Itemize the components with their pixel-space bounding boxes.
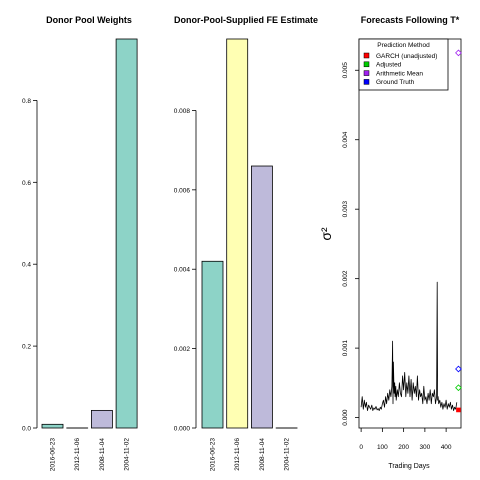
forecasts-y-tick-label: 0.003 (342, 201, 349, 218)
legend-label: Arithmetic Mean (376, 70, 423, 77)
fe-estimate-bar (226, 38, 249, 429)
fe-estimate-chart: 0.000 0.002 0.004 0.006 0.008 2016-06-23 2012-… (174, 38, 298, 472)
legend-box (358, 38, 449, 91)
forecasts-y-tick-label: 0.002 (342, 270, 349, 287)
weights-y-tick-label: 0.8 (22, 98, 31, 105)
forecasts-y-axis-label: σ² (318, 227, 334, 241)
fe-estimate-category-label: 2016-06-23 (210, 438, 217, 472)
weights-y-tick-label: 0.4 (22, 262, 31, 269)
fe-estimate-y-tick-label: 0.008 (174, 108, 191, 115)
fe-estimate-y-tick-label: 0.002 (174, 346, 191, 353)
forecasts-y-tick-label: 0.000 (342, 409, 349, 426)
forecast-point-adjusted (455, 384, 462, 392)
fe-estimate-category-label: 2012-11-06 (234, 438, 241, 471)
weights-category-label: 2012-11-06 (74, 438, 81, 471)
forecasts-x-tick-label: 0 (359, 444, 363, 451)
forecasts-plot-frame (358, 38, 462, 429)
legend-label: Ground Truth (376, 79, 415, 86)
legend-label: Adjusted (376, 62, 402, 69)
weights-bar (115, 38, 138, 429)
fe-estimate-bar (250, 165, 273, 429)
forecasts-x-axis-label: Trading Days (388, 463, 430, 470)
fe-estimate-y-tick-label: 0.006 (174, 187, 191, 194)
weights-bar (91, 409, 113, 429)
weights-category-label: 2016-06-23 (50, 438, 57, 472)
panel2-title: Donor-Pool-Supplied FE Estimate (174, 15, 318, 25)
fe-estimate-category-label: 2004-11-02 (284, 438, 291, 471)
forecasts-y-tick-label: 0.001 (342, 340, 349, 357)
fe-estimate-category-label: 2008-11-04 (259, 438, 266, 471)
forecasts-y-tick-label: 0.005 (342, 62, 349, 79)
weights-y-tick-label: 0.2 (22, 344, 31, 351)
forecast-point-garch-unadjusted (456, 407, 461, 413)
weights-y-tick-label: 0.6 (22, 180, 31, 187)
ground-truth-series-line (360, 281, 458, 412)
weights-category-label: 2004-11-02 (124, 438, 131, 471)
forecasts-chart: 0.000 0.001 0.002 0.003 0.004 0.005 0 100 200 300… (318, 38, 462, 470)
weights-bar (41, 423, 64, 429)
forecasts-y-tick-label: 0.004 (342, 131, 349, 148)
legend-swatch (363, 79, 370, 85)
legend-swatch (363, 52, 370, 59)
legend-title: Prediction Method (377, 42, 430, 49)
weights-category-label: 2008-11-04 (99, 438, 106, 471)
panel1-title: Donor Pool Weights (46, 15, 132, 25)
forecasts-x-tick-label: 200 (398, 444, 409, 451)
fe-estimate-bar (201, 260, 224, 429)
fe-estimate-y-tick-label: 0.004 (174, 267, 191, 274)
forecasts-x-tick-label: 100 (377, 444, 388, 451)
legend-swatch (363, 70, 370, 76)
forecasts-x-tick-label: 400 (441, 444, 452, 451)
legend-label: GARCH (unadjusted) (376, 53, 437, 60)
forecasts-x-tick-label: 300 (419, 444, 430, 451)
panel3-title: Forecasts Following T* (361, 15, 460, 25)
legend-swatch (363, 61, 370, 68)
fe-estimate-y-tick-label: 0.000 (174, 426, 191, 433)
forecast-point-arithmetic-mean (455, 49, 462, 57)
forecasts-legend: Prediction Method GARCH (unadjusted) Adjus… (358, 38, 449, 91)
forecast-point-ground-truth (455, 365, 462, 373)
donor-pool-weights-chart: 0.0 0.2 0.4 0.6 0.8 2016-06-23 2012-11-06 2008-… (22, 38, 138, 472)
weights-y-tick-label: 0.0 (22, 426, 31, 433)
